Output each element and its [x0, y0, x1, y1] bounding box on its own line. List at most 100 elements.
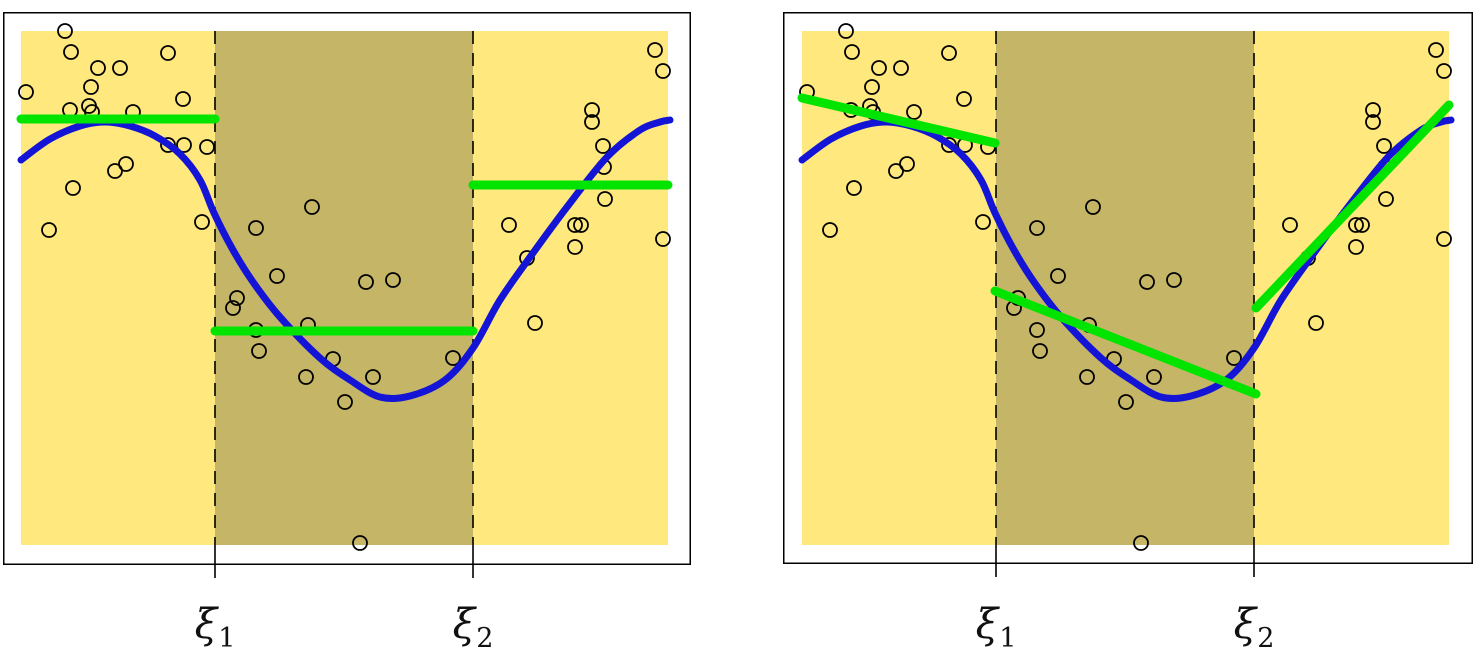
data-point — [864, 79, 880, 95]
data-point — [248, 220, 264, 236]
data-point — [199, 139, 215, 155]
data-point — [941, 45, 957, 61]
data-point — [1029, 220, 1045, 236]
data-point — [1085, 199, 1101, 215]
data-point — [956, 91, 972, 107]
data-point — [1354, 217, 1370, 233]
data-point — [567, 239, 583, 255]
data-point — [365, 369, 381, 385]
data-point — [83, 79, 99, 95]
data-point — [822, 222, 838, 238]
data-point — [298, 369, 314, 385]
data-point — [194, 214, 210, 230]
data-point — [655, 63, 671, 79]
plot-canvas-left — [3, 12, 691, 578]
data-point — [567, 217, 583, 233]
data-point — [1032, 343, 1048, 359]
fit-segment-3 — [1251, 100, 1454, 313]
knot-label-xi1-base: ξ — [194, 600, 218, 648]
data-point — [1146, 369, 1162, 385]
data-point — [906, 104, 922, 120]
knot-label-xi2-sub: 2 — [476, 623, 494, 654]
data-point — [175, 91, 191, 107]
data-point — [90, 60, 106, 76]
data-point — [838, 23, 854, 39]
data-point — [352, 535, 368, 551]
data-point — [107, 163, 123, 179]
data-point — [1365, 114, 1381, 130]
data-point — [358, 274, 374, 290]
data-point — [41, 222, 57, 238]
knot-label-xi2: ξ2 — [453, 604, 494, 654]
data-point — [304, 199, 320, 215]
knot-label-xi1: ξ1 — [976, 604, 1017, 654]
data-point — [1436, 63, 1452, 79]
plot-canvas-right — [783, 12, 1473, 577]
data-point — [176, 137, 192, 153]
data-point — [893, 60, 909, 76]
data-point — [1079, 369, 1095, 385]
data-point — [269, 268, 285, 284]
data-point — [57, 23, 73, 39]
knot-label-xi1-base: ξ — [975, 600, 999, 648]
data-point — [1133, 535, 1149, 551]
data-point — [501, 217, 517, 233]
data-point — [118, 156, 134, 172]
data-point — [1376, 138, 1392, 154]
data-point — [888, 163, 904, 179]
data-point — [573, 217, 589, 233]
data-point — [584, 102, 600, 118]
knot-label-xi1-sub: 1 — [999, 623, 1017, 654]
data-point — [1139, 274, 1155, 290]
fit-segment-1 — [797, 93, 1000, 148]
data-point — [225, 300, 241, 316]
data-point — [65, 180, 81, 196]
data-point — [1118, 394, 1134, 410]
data-point — [63, 44, 79, 60]
data-point — [18, 84, 34, 100]
data-point — [229, 290, 245, 306]
fit-segment-2 — [990, 286, 1261, 399]
panel-piecewise-constant: ξ1 ξ2 — [3, 12, 691, 657]
data-point — [1282, 217, 1298, 233]
data-point — [1348, 217, 1364, 233]
data-point — [1308, 315, 1324, 331]
data-point — [871, 60, 887, 76]
data-point — [975, 214, 991, 230]
plot-border — [783, 12, 1473, 564]
data-point — [1029, 322, 1045, 338]
data-point — [1378, 191, 1394, 207]
knot-label-xi2-sub: 2 — [1257, 623, 1275, 654]
data-point — [846, 180, 862, 196]
data-point — [647, 42, 663, 58]
data-point — [1428, 42, 1444, 58]
data-point — [160, 45, 176, 61]
data-point — [385, 272, 401, 288]
knot-label-xi2-base: ξ — [1233, 600, 1257, 648]
data-point — [445, 350, 461, 366]
data-point — [597, 191, 613, 207]
knot-label-xi1: ξ1 — [195, 604, 236, 654]
data-point — [112, 60, 128, 76]
data-point — [899, 156, 915, 172]
data-point — [655, 231, 671, 247]
data-point — [251, 343, 267, 359]
knot-label-xi2-base: ξ — [452, 600, 476, 648]
data-point — [337, 394, 353, 410]
data-point — [527, 315, 543, 331]
data-point — [1348, 239, 1364, 255]
knot-label-xi2: ξ2 — [1234, 604, 1275, 654]
panel-piecewise-linear: ξ1 ξ2 — [783, 12, 1473, 657]
data-point — [1436, 231, 1452, 247]
plot-border — [3, 12, 691, 565]
data-point — [1050, 268, 1066, 284]
true-function-curve — [17, 116, 674, 403]
data-point — [1226, 350, 1242, 366]
data-point — [844, 44, 860, 60]
data-point — [595, 138, 611, 154]
data-point — [1166, 272, 1182, 288]
data-point — [1365, 102, 1381, 118]
knot-label-xi1-sub: 1 — [218, 623, 236, 654]
data-point — [584, 114, 600, 130]
